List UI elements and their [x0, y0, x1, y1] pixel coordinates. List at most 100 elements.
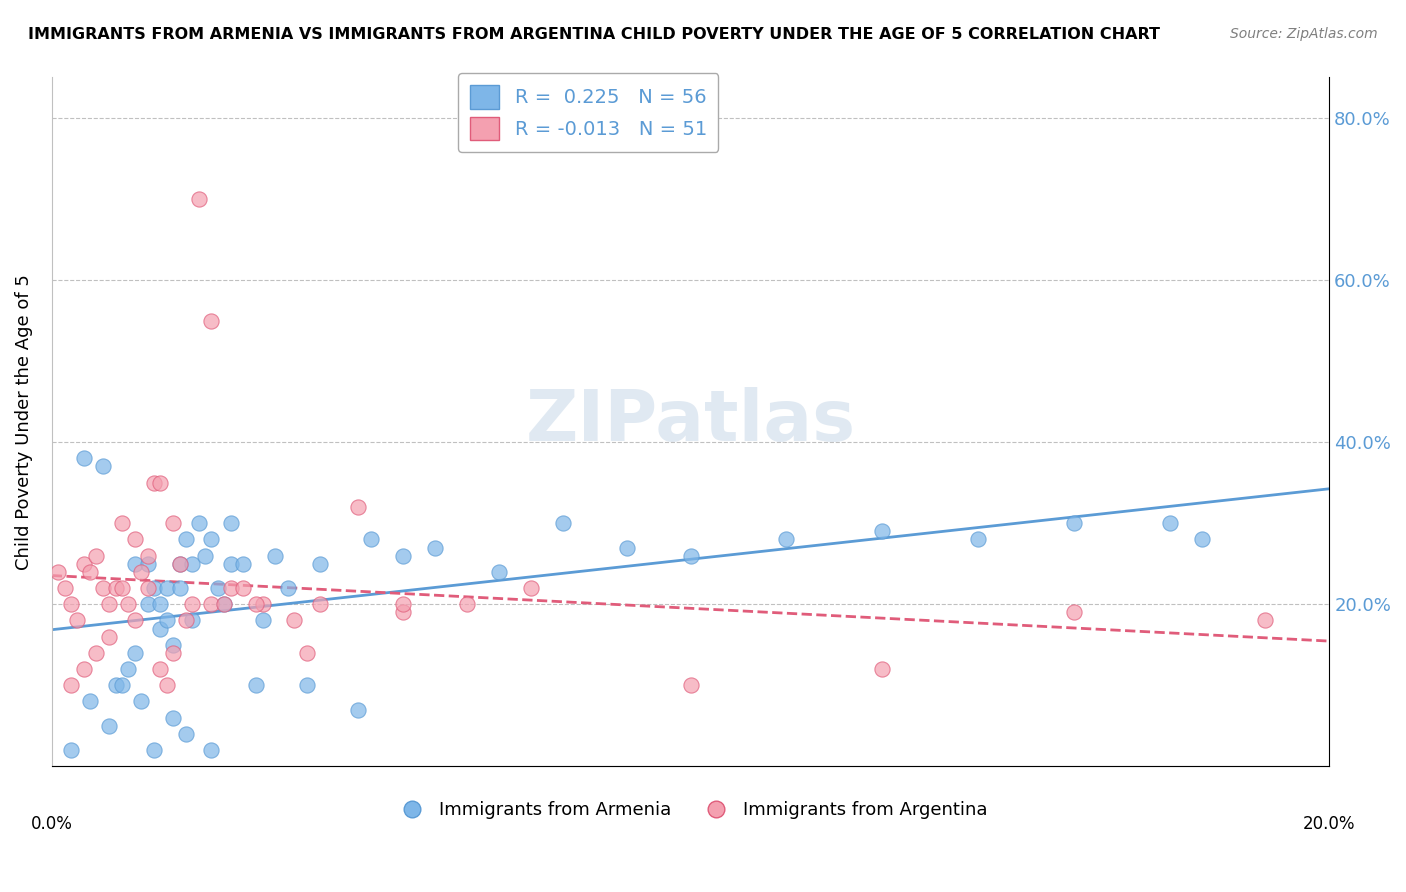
Point — [124, 533, 146, 547]
Point — [124, 646, 146, 660]
Point — [98, 597, 121, 611]
Point — [53, 581, 76, 595]
Point — [309, 557, 332, 571]
Point — [392, 549, 415, 563]
Point — [149, 662, 172, 676]
Point — [200, 313, 222, 327]
Point — [392, 605, 415, 619]
Point — [1254, 614, 1277, 628]
Point — [142, 475, 165, 490]
Point — [149, 622, 172, 636]
Point — [181, 614, 204, 628]
Point — [616, 541, 638, 555]
Point — [219, 557, 242, 571]
Point — [1063, 516, 1085, 531]
Point — [117, 597, 139, 611]
Point — [1063, 605, 1085, 619]
Point — [181, 597, 204, 611]
Point — [104, 581, 127, 595]
Point — [162, 711, 184, 725]
Point — [283, 614, 305, 628]
Point — [111, 581, 134, 595]
Point — [200, 533, 222, 547]
Point — [360, 533, 382, 547]
Text: Source: ZipAtlas.com: Source: ZipAtlas.com — [1230, 27, 1378, 41]
Point — [124, 614, 146, 628]
Point — [679, 549, 702, 563]
Point — [232, 557, 254, 571]
Point — [162, 638, 184, 652]
Point — [252, 614, 274, 628]
Point — [136, 557, 159, 571]
Point — [870, 524, 893, 539]
Point — [136, 549, 159, 563]
Point — [91, 459, 114, 474]
Text: 20.0%: 20.0% — [1303, 814, 1355, 832]
Point — [142, 581, 165, 595]
Point — [117, 662, 139, 676]
Point — [252, 597, 274, 611]
Point — [98, 630, 121, 644]
Text: IMMIGRANTS FROM ARMENIA VS IMMIGRANTS FROM ARGENTINA CHILD POVERTY UNDER THE AGE: IMMIGRANTS FROM ARMENIA VS IMMIGRANTS FR… — [28, 27, 1160, 42]
Point — [156, 581, 179, 595]
Y-axis label: Child Poverty Under the Age of 5: Child Poverty Under the Age of 5 — [15, 274, 32, 570]
Point — [264, 549, 287, 563]
Point — [73, 662, 96, 676]
Point — [297, 678, 319, 692]
Point — [156, 614, 179, 628]
Point — [679, 678, 702, 692]
Point — [98, 719, 121, 733]
Point — [277, 581, 299, 595]
Point — [46, 565, 69, 579]
Point — [59, 678, 82, 692]
Point — [181, 557, 204, 571]
Point — [245, 597, 267, 611]
Point — [162, 516, 184, 531]
Point — [392, 597, 415, 611]
Point — [111, 678, 134, 692]
Point — [1159, 516, 1181, 531]
Point — [79, 565, 101, 579]
Point — [200, 597, 222, 611]
Point — [207, 581, 229, 595]
Point — [156, 678, 179, 692]
Point — [187, 516, 209, 531]
Point — [142, 743, 165, 757]
Point — [129, 694, 152, 708]
Point — [187, 192, 209, 206]
Legend: Immigrants from Armenia, Immigrants from Argentina: Immigrants from Armenia, Immigrants from… — [387, 794, 995, 826]
Point — [79, 694, 101, 708]
Point — [136, 581, 159, 595]
Point — [174, 533, 197, 547]
Point — [488, 565, 510, 579]
Point — [149, 475, 172, 490]
Point — [136, 597, 159, 611]
Point — [520, 581, 543, 595]
Point — [194, 549, 217, 563]
Point — [111, 516, 134, 531]
Point — [91, 581, 114, 595]
Point — [73, 557, 96, 571]
Text: 0.0%: 0.0% — [31, 814, 73, 832]
Point — [124, 557, 146, 571]
Point — [232, 581, 254, 595]
Text: ZIPatlas: ZIPatlas — [526, 387, 856, 457]
Point — [169, 557, 191, 571]
Point — [86, 549, 108, 563]
Point — [775, 533, 797, 547]
Point — [59, 743, 82, 757]
Point — [1191, 533, 1213, 547]
Point — [212, 597, 235, 611]
Point — [456, 597, 478, 611]
Point — [129, 565, 152, 579]
Point — [66, 614, 89, 628]
Point — [245, 678, 267, 692]
Point — [551, 516, 574, 531]
Point — [309, 597, 332, 611]
Point — [169, 581, 191, 595]
Point — [149, 597, 172, 611]
Point — [162, 646, 184, 660]
Point — [169, 557, 191, 571]
Point — [73, 451, 96, 466]
Point — [423, 541, 446, 555]
